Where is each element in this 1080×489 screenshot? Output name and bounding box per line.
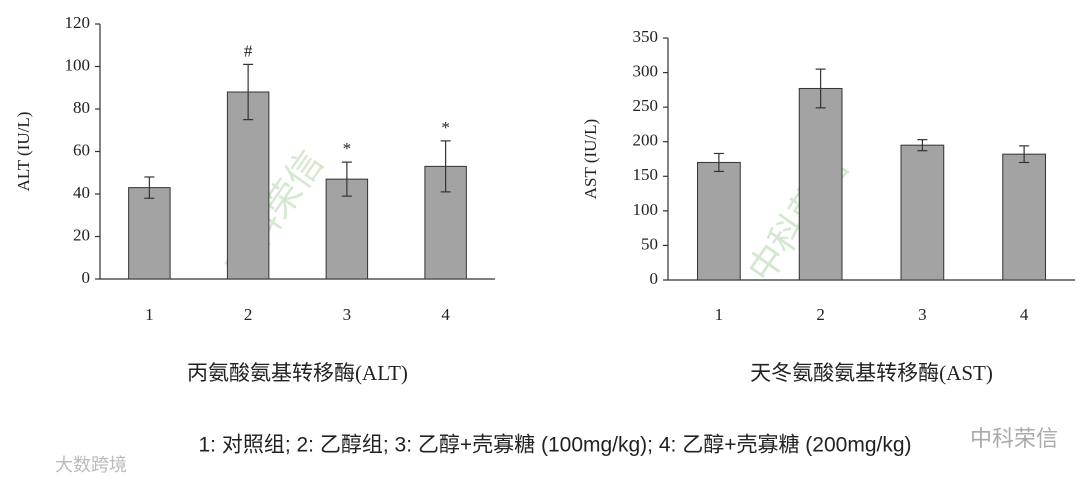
y-tick-label: 0 [82,268,91,287]
x-tick-label: 4 [441,305,450,324]
annotation: # [244,41,253,60]
bar [697,161,741,281]
x-tick-label: 3 [343,305,352,324]
x-tick-label: 4 [1020,305,1029,324]
y-axis-label: AST (IU/L) [581,119,600,199]
y-tick-label: 200 [633,131,659,150]
bar [798,87,843,281]
x-tick-label: 3 [918,305,927,324]
bar [900,144,945,281]
annotation: * [441,118,450,137]
y-axis-label: ALT (IU/L) [14,112,33,192]
y-tick-label: 250 [633,96,659,115]
y-tick-label: 40 [73,183,90,202]
bar [1002,153,1046,281]
y-tick-label: 20 [73,225,90,244]
y-tick-label: 300 [633,61,659,80]
x-tick-label: 1 [715,305,724,324]
bar [128,187,171,280]
y-tick-label: 80 [73,98,90,117]
y-tick-label: 350 [633,27,659,46]
x-tick-label: 1 [145,305,154,324]
watermark-logo: 中科荣信 [970,427,1058,452]
y-tick-label: 100 [633,200,659,219]
y-tick-label: 50 [641,234,658,253]
y-tick-label: 0 [650,269,659,288]
x-tick-label: 2 [816,305,825,324]
y-tick-label: 120 [65,13,91,32]
chart-title: 天冬氨酸氨基转移酶(AST) [750,361,993,385]
annotation: * [343,139,352,158]
watermark-logo: 大数跨境 [55,455,127,476]
x-tick-label: 2 [244,305,253,324]
chart-title: 丙氨酸氨基转移酶(ALT) [187,361,408,385]
y-tick-label: 100 [65,55,91,74]
caption: 1: 对照组; 2: 乙醇组; 3: 乙醇+壳寡糖 (100mg/kg); 4:… [198,434,911,457]
y-tick-label: 60 [73,140,90,159]
y-tick-label: 150 [633,165,659,184]
